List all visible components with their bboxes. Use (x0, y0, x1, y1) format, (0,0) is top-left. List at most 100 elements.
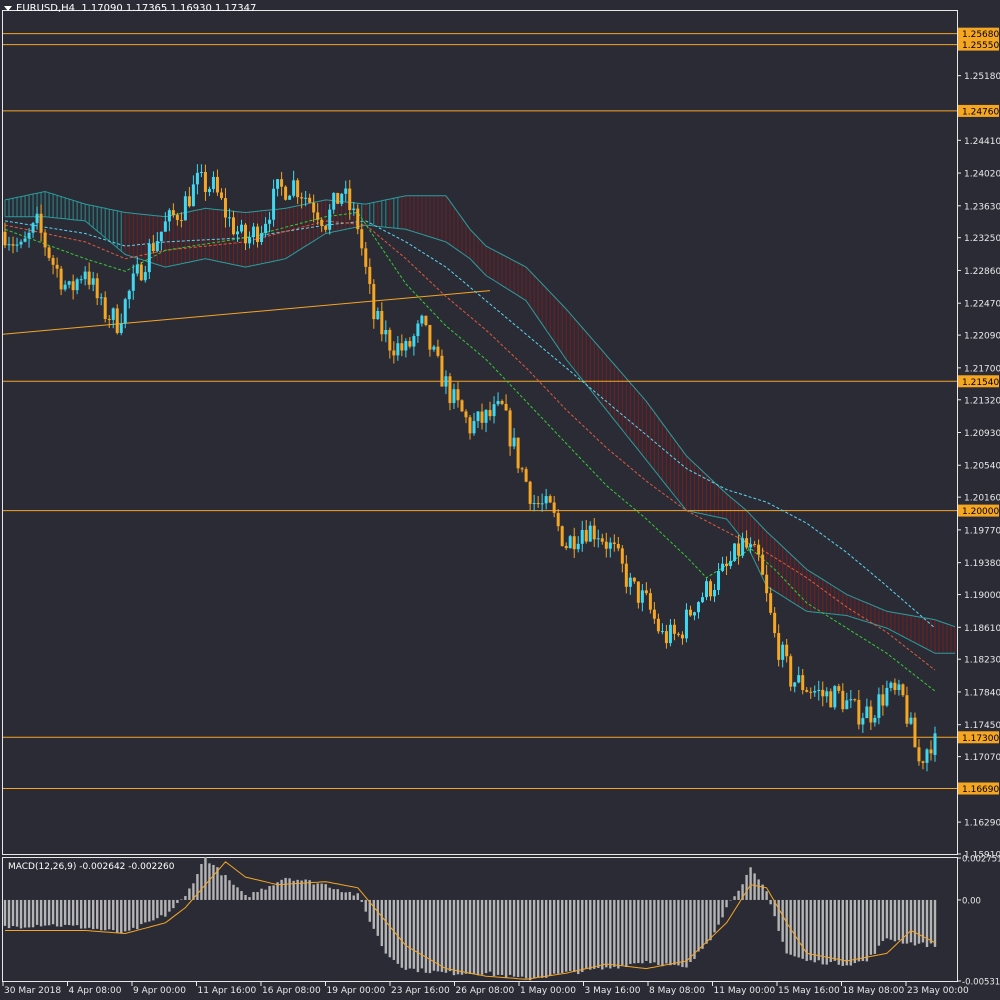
candle-body (231, 217, 235, 235)
candle-body (51, 257, 55, 265)
candle-body (199, 171, 203, 173)
macd-bar (95, 899, 99, 929)
macd-bar (869, 899, 873, 955)
macd-bar (35, 899, 39, 925)
macd-bar (581, 899, 584, 973)
ma-mid-line (4, 220, 936, 671)
candle-body (873, 717, 877, 723)
macd-bar (733, 896, 736, 900)
candle-body (308, 197, 312, 203)
macd-bar (877, 899, 881, 946)
macd-bar (853, 899, 857, 964)
candle-body (616, 543, 620, 549)
symbol-label: EURUSD,H4 (16, 3, 76, 14)
candle-body (171, 210, 175, 215)
macd-bar (472, 899, 476, 975)
macd-bar (496, 899, 500, 975)
price-tick-label: 1.23630 (964, 202, 1000, 212)
candle-body (640, 590, 644, 603)
candle-body (853, 699, 857, 701)
macd-bar (83, 899, 87, 929)
candle-body (296, 180, 300, 198)
candle-body (504, 403, 508, 411)
candle-body (139, 264, 143, 281)
time-tick-label: 3 May 16:00 (585, 986, 641, 996)
candle-body (440, 355, 444, 387)
candle-body (324, 225, 328, 230)
price-axis[interactable]: 1.25180 1.24410 1.24020 1.23630 1.23250 1.228… (957, 27, 1000, 861)
macd-bar (388, 899, 392, 958)
candle-body (612, 542, 616, 544)
macd-bar (384, 899, 388, 954)
macd-bar (444, 899, 448, 973)
horizontal-levels[interactable] (3, 33, 957, 790)
macd-bar (372, 899, 375, 929)
candle-body (620, 548, 624, 564)
ma-fast-line (4, 211, 936, 692)
candle-body (584, 530, 588, 542)
candle-body (813, 691, 817, 693)
candle-body (901, 684, 905, 696)
price-tick-label: 1.16290 (964, 819, 1000, 829)
macd-bar (224, 875, 227, 900)
macd-bar (460, 899, 464, 975)
macd-bar (11, 899, 15, 926)
macd-bar (617, 899, 620, 969)
macd-bar (27, 899, 31, 928)
candle-body (660, 631, 664, 633)
candle-body (332, 192, 336, 210)
macd-bar (204, 856, 207, 900)
candle-body (925, 749, 929, 763)
candle-body (256, 226, 260, 243)
macd-bar (260, 888, 263, 900)
candle-body (905, 695, 909, 724)
macd-bar (128, 899, 131, 931)
candle-body (384, 329, 388, 335)
price-level-tag (958, 104, 999, 117)
price-tick-label: 1.20540 (964, 462, 1000, 472)
candle-body (488, 410, 492, 417)
candle-body (436, 346, 440, 356)
macd-bar (412, 899, 416, 969)
candle-body (380, 311, 384, 335)
price-level-tag (958, 38, 999, 51)
chevron-down-icon[interactable] (4, 5, 12, 11)
macd-bar (769, 899, 772, 905)
macd-bar (280, 879, 283, 900)
macd-bar (140, 899, 143, 925)
candle-body (825, 691, 829, 697)
candle-body (789, 656, 793, 687)
candle-body (769, 593, 773, 613)
candle-body (933, 733, 937, 755)
candle-body (841, 690, 845, 710)
chart-header[interactable]: EURUSD,H4 1.17090 1.17365 1.16930 1.1734… (4, 3, 256, 14)
macd-bar (364, 899, 367, 912)
time-axis[interactable]: 30 Mar 2018 4 Apr 08:00 9 Apr 00:00 11 Apr … (2, 982, 969, 996)
candle-body (793, 682, 797, 687)
candle-body (785, 644, 789, 657)
macd-bar (793, 899, 796, 957)
candle-body (560, 526, 564, 546)
candle-body (893, 682, 897, 691)
candle-body (55, 264, 59, 269)
candle-body (877, 694, 881, 718)
macd-header: MACD(12,26,9) -0.002642 -0.002260 (8, 862, 175, 872)
candle-body (83, 271, 87, 280)
candle-body (416, 323, 420, 337)
candle-body (288, 195, 292, 200)
candle-body (624, 563, 628, 587)
macd-bar (577, 899, 580, 975)
macd-bar (216, 867, 219, 900)
macd-bar (817, 899, 820, 961)
candle-body (284, 186, 288, 200)
macd-bar (629, 899, 632, 964)
macd-bar (176, 899, 179, 903)
macd-bar (536, 899, 540, 978)
macd-bar (300, 880, 303, 900)
price-tick-label: 1.22090 (964, 332, 1000, 342)
macd-bar (597, 899, 600, 968)
macd-bar (633, 899, 636, 964)
macd-bar (476, 899, 480, 976)
candle-body (717, 570, 721, 591)
candle-body (223, 198, 227, 218)
